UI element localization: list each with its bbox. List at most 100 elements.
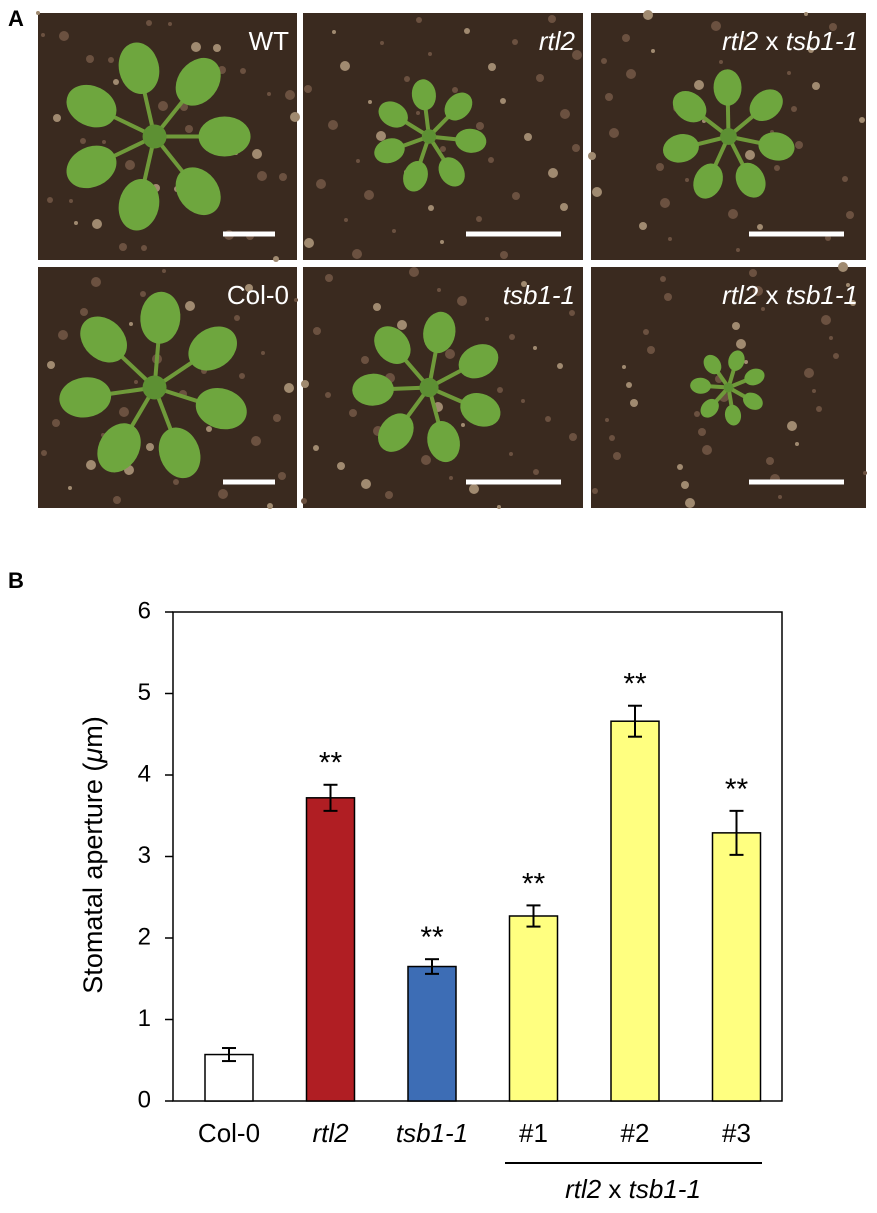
soil-grain (304, 85, 312, 93)
soil-grain (497, 387, 503, 393)
soil-grain (698, 428, 706, 436)
soil-grain (647, 346, 655, 354)
soil-grain (373, 303, 381, 311)
bar (508, 915, 559, 1102)
soil-grain (736, 248, 740, 252)
leaf (444, 92, 473, 121)
soil-grain (185, 301, 195, 311)
soil-grain (376, 131, 386, 141)
soil-grain (804, 368, 814, 378)
leaf (743, 392, 763, 410)
significance: ** (420, 921, 444, 954)
leaf (758, 132, 795, 161)
soil-grain (557, 363, 563, 369)
soil-grain (736, 339, 746, 349)
soil-grain (533, 346, 537, 350)
soil-grain (397, 320, 407, 330)
soil-grain (278, 472, 286, 480)
soil-grain (285, 90, 295, 100)
soil-grain (778, 495, 782, 499)
soil-grain (622, 365, 626, 369)
soil-grain (850, 300, 856, 306)
soil-grain (476, 122, 484, 130)
soil-grain (113, 496, 121, 504)
soil-grain (41, 33, 45, 37)
soil-grain (668, 237, 672, 241)
leaf (59, 377, 112, 418)
soil-grain (452, 87, 458, 93)
soil-grain (609, 435, 615, 441)
soil-grain (592, 488, 598, 494)
soil-grain (301, 498, 307, 504)
soil-grain (409, 267, 419, 277)
soil-grain (284, 383, 294, 393)
soil-grain (141, 245, 147, 251)
leaf (175, 57, 221, 106)
soil-grain (500, 98, 506, 104)
leaf (700, 398, 719, 418)
rosette-center (142, 375, 167, 400)
soil-grain (630, 399, 638, 407)
soil-grain (572, 144, 580, 152)
soil-grain (257, 171, 267, 181)
soil-grain (521, 399, 525, 403)
soil-grain (626, 69, 636, 79)
soil-grain (804, 12, 808, 16)
x-tick-label: #2 (621, 1118, 650, 1148)
soil-grain (340, 61, 350, 71)
photo-label: Col-0 (227, 280, 289, 310)
y-tick-label: 3 (138, 842, 151, 869)
y-tick-label: 0 (138, 1086, 151, 1113)
soil-grain (80, 138, 86, 144)
soil-grain (337, 462, 345, 470)
soil-grain (119, 243, 127, 251)
leaf (158, 427, 201, 479)
soil-grain (325, 274, 333, 282)
soil-grain (162, 269, 166, 273)
leaf (378, 101, 408, 128)
leaf (672, 91, 707, 123)
soil-grain (702, 445, 712, 455)
soil-grain (626, 382, 632, 388)
leaf (458, 344, 499, 379)
photo-label: rtl2 (539, 26, 576, 56)
soil-grain (512, 39, 518, 45)
rosette-center (142, 124, 167, 149)
soil-grain (251, 436, 261, 446)
soil-grain (134, 380, 138, 384)
y-axis-label: Stomatal aperture (μm) (78, 716, 108, 993)
rosette-center (720, 128, 737, 145)
soil-grain (290, 112, 300, 122)
rosette-center (723, 382, 734, 393)
photo-label: rtl2 x tsb1-1 (722, 280, 858, 310)
soil-grain (812, 389, 816, 393)
soil-grain (753, 286, 763, 296)
soil-grain (560, 109, 570, 119)
significance: ** (522, 867, 546, 900)
soil-grain (694, 411, 700, 417)
leaf (724, 404, 742, 426)
soil-grain (572, 50, 582, 60)
leaf (374, 138, 405, 164)
soil-grain (605, 418, 609, 422)
soil-grain (129, 322, 133, 326)
soil-grain (569, 433, 577, 441)
leaf (455, 128, 487, 153)
soil-grain (279, 173, 287, 181)
soil-grain (352, 249, 362, 259)
soil-grain (485, 317, 489, 321)
soil-grain (469, 484, 479, 494)
soil-grain (639, 222, 647, 230)
soil-grain (643, 329, 649, 335)
soil-grain (364, 190, 374, 200)
leaf (728, 350, 745, 371)
leaf (423, 311, 456, 354)
soil-grain (313, 327, 321, 335)
leaf (140, 291, 181, 344)
soil-grain (437, 288, 441, 292)
soil-grain (261, 351, 265, 355)
soil-grain (656, 163, 664, 171)
soil-grain (795, 141, 803, 149)
significance: ** (623, 668, 647, 701)
leaf (693, 163, 723, 199)
